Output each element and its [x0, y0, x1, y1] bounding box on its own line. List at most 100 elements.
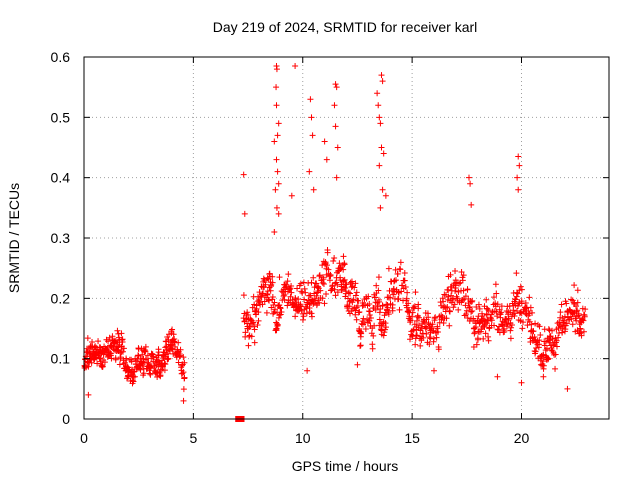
data-point — [520, 319, 527, 326]
y-axis-label: SRMTID / TECUs — [6, 183, 22, 293]
data-point — [455, 306, 462, 313]
data-point — [258, 294, 265, 301]
data-point — [452, 267, 459, 274]
data-point — [288, 282, 295, 289]
data-point — [332, 292, 339, 299]
data-point — [507, 327, 514, 334]
data-point — [144, 352, 151, 359]
data-point — [288, 289, 295, 296]
data-point — [377, 204, 384, 211]
data-point — [376, 162, 383, 169]
data-point — [161, 367, 168, 374]
data-point — [118, 330, 125, 337]
y-tick-label: 0 — [62, 411, 70, 427]
data-point — [119, 336, 126, 343]
data-point — [280, 293, 287, 300]
data-point — [466, 174, 472, 181]
data-point — [181, 374, 188, 381]
data-point — [131, 368, 138, 375]
data-point — [412, 341, 419, 348]
y-tick-label: 0.6 — [51, 49, 71, 65]
data-point — [536, 323, 543, 330]
data-point — [405, 308, 412, 315]
data-point — [275, 180, 282, 187]
data-point — [276, 274, 283, 281]
data-point — [553, 343, 560, 350]
data-point — [375, 274, 382, 281]
data-point — [469, 297, 476, 304]
data-point — [240, 292, 247, 299]
grid — [84, 57, 609, 419]
data-point — [485, 337, 492, 344]
data-point — [376, 316, 383, 323]
data-point — [371, 294, 378, 301]
data-point — [389, 301, 396, 308]
data-point — [573, 317, 580, 324]
data-point — [271, 228, 278, 235]
data-point — [273, 327, 280, 334]
data-point — [516, 287, 523, 294]
data-point — [340, 266, 347, 273]
data-point — [273, 84, 280, 91]
data-point — [245, 342, 252, 349]
data-point — [504, 323, 511, 330]
data-point — [92, 343, 99, 350]
data-point — [466, 304, 473, 311]
data-point — [545, 326, 552, 333]
data-point — [542, 347, 549, 354]
data-point — [279, 289, 286, 296]
data-point — [508, 322, 515, 329]
y-tick-label: 0.5 — [51, 109, 71, 125]
data-point — [515, 186, 522, 193]
data-point — [332, 81, 339, 88]
data-point — [476, 319, 483, 326]
data-point — [309, 298, 316, 305]
data-point — [494, 326, 501, 333]
data-point — [541, 342, 548, 349]
data-point — [559, 329, 566, 336]
data-point — [507, 335, 514, 342]
data-point — [409, 333, 416, 340]
data-point — [396, 306, 403, 313]
data-point — [181, 359, 188, 366]
data-point — [459, 277, 466, 284]
data-point — [428, 324, 435, 331]
data-point — [352, 307, 359, 314]
data-point — [355, 297, 362, 304]
data-point — [488, 317, 495, 324]
data-point — [120, 345, 127, 352]
data-point — [519, 325, 526, 332]
data-point — [368, 330, 375, 337]
data-point — [273, 102, 280, 109]
data-point — [573, 303, 580, 310]
data-point — [385, 265, 392, 272]
data-point — [273, 156, 280, 163]
data-point — [578, 332, 585, 339]
data-point — [274, 132, 281, 139]
data-point — [537, 331, 544, 338]
data-point — [477, 328, 484, 335]
data-point — [498, 309, 505, 316]
y-tick-label: 0.1 — [51, 351, 71, 367]
data-point — [498, 303, 505, 310]
data-point — [170, 331, 177, 338]
data-point — [316, 299, 323, 306]
data-point — [278, 309, 285, 316]
data-point — [112, 356, 119, 363]
data-point — [130, 369, 137, 376]
data-point — [284, 302, 291, 309]
data-point — [563, 320, 570, 327]
data-point — [250, 319, 257, 326]
data-point — [528, 321, 535, 328]
data-point — [107, 350, 114, 357]
data-point — [530, 328, 537, 335]
data-point — [271, 138, 278, 145]
data-point — [462, 302, 469, 309]
data-point — [340, 277, 347, 284]
data-point — [304, 367, 311, 374]
data-point — [377, 120, 384, 127]
data-point — [263, 309, 270, 316]
data-point — [503, 307, 510, 314]
data-point — [253, 305, 260, 312]
data-point — [180, 397, 187, 404]
